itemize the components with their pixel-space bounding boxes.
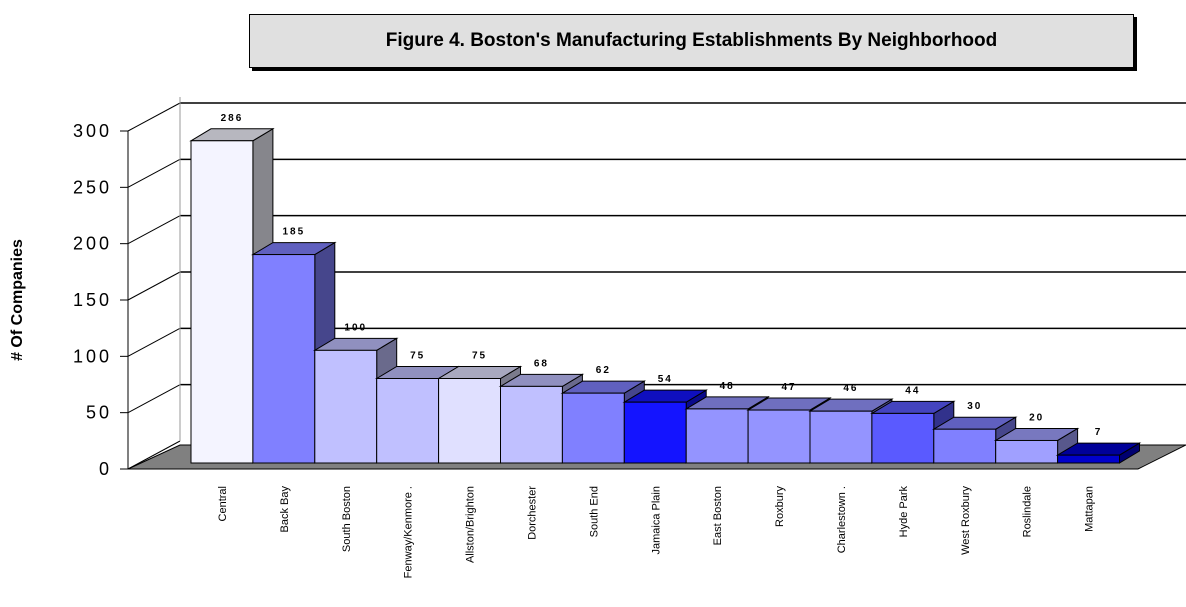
data-label: 75 (410, 351, 425, 362)
x-tick-label: East Boston (712, 486, 724, 545)
depth-gridline (127, 271, 181, 301)
data-label: 54 (658, 374, 673, 385)
y-tick-label: 150 (73, 290, 112, 310)
data-label: 75 (472, 351, 487, 362)
x-tick-label: Jamaica Plain (650, 486, 662, 554)
x-tick-label: Fenway/Kenmore . (403, 486, 415, 578)
x-tick-label: Central (217, 486, 229, 521)
data-label: 68 (534, 358, 549, 369)
bar-front (809, 410, 873, 464)
bar-front (747, 409, 811, 464)
depth-gridline (127, 440, 181, 470)
data-label: 30 (967, 401, 982, 412)
bar-front (871, 412, 935, 464)
y-tick-label: 50 (86, 403, 112, 423)
bar-front (314, 349, 378, 464)
x-tick-label: Roslindale (1022, 486, 1034, 537)
data-label: 20 (1029, 412, 1044, 423)
y-tick-label: 0 (99, 459, 112, 479)
depth-gridline (127, 158, 181, 188)
data-label: 47 (781, 382, 796, 393)
x-tick-label: Allston/Brighton (465, 486, 477, 563)
bar-front (685, 408, 749, 464)
data-label: 286 (221, 113, 244, 124)
x-tick-label: Roxbury (774, 486, 786, 527)
x-tick-label: South Boston (341, 486, 353, 552)
bar-front (376, 378, 440, 464)
depth-gridline (127, 384, 181, 414)
depth-gridline (127, 102, 181, 132)
depth-gridline (127, 327, 181, 357)
y-tick-label: 300 (73, 121, 112, 141)
data-label: 62 (596, 365, 611, 376)
data-label: 100 (344, 322, 367, 333)
chart-labels: 286 Central 185 Back Bay 100 South Boston 75 Fe… (217, 113, 1103, 579)
bar-front (252, 254, 316, 464)
bar (1055, 442, 1142, 464)
x-tick-label: Dorchester (526, 486, 538, 540)
x-tick-label: Charlestown . (836, 486, 848, 553)
bar-front (995, 439, 1059, 464)
bar-front (561, 392, 625, 464)
bar-front (933, 428, 997, 464)
bar-front (623, 401, 687, 464)
bar-front (1057, 454, 1120, 464)
data-label: 7 (1095, 427, 1103, 438)
bar-series (189, 127, 1142, 464)
data-label: 46 (843, 383, 858, 394)
y-tick-label: 100 (73, 346, 112, 366)
data-label: 185 (283, 227, 306, 238)
y-axis-label: # Of Companies (9, 239, 26, 361)
bar-front (438, 378, 502, 464)
chart-title: Figure 4. Boston's Manufacturing Establi… (249, 14, 1134, 68)
x-tick-label: West Roxbury (960, 486, 972, 555)
x-tick-label: Mattapan (1084, 486, 1096, 532)
y-tick-label: 250 (73, 177, 112, 197)
bar-front (500, 385, 563, 464)
x-tick-label: Hyde Park (898, 486, 910, 538)
bar (931, 416, 1018, 464)
x-tick-label: Back Bay (279, 486, 291, 533)
data-label: 48 (720, 381, 735, 392)
x-tick-label: South End (588, 486, 600, 537)
y-tick-label: 200 (73, 234, 112, 254)
depth-gridline (127, 215, 181, 245)
bar-front (190, 140, 254, 464)
data-label: 44 (905, 385, 920, 396)
